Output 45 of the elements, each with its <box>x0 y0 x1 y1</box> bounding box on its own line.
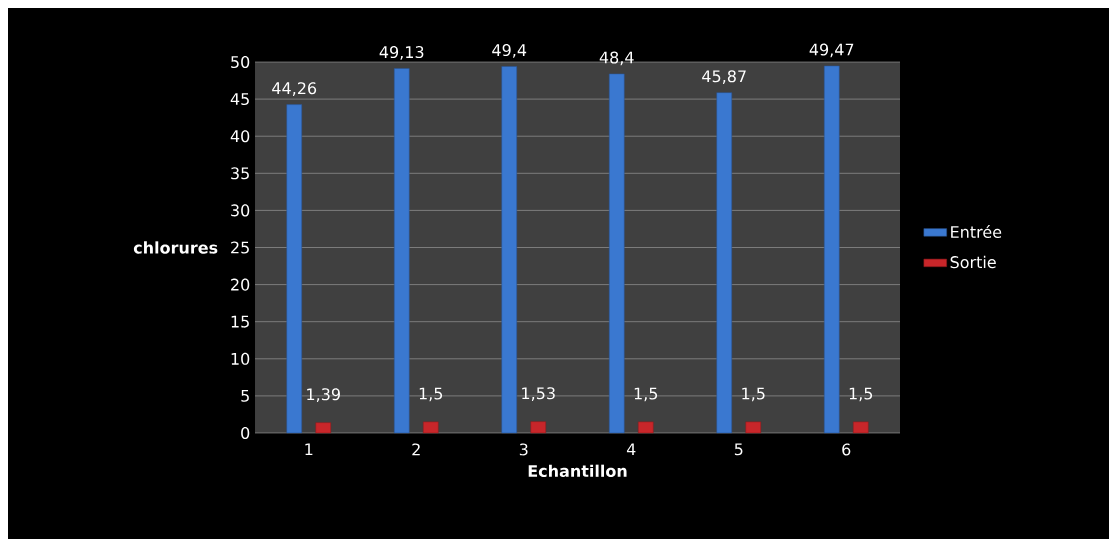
x-tick-label: 1 <box>305 443 313 456</box>
y-tick-label: 25 <box>231 241 249 254</box>
y-tick-label: 35 <box>231 167 249 180</box>
data-label: 49,47 <box>809 43 854 58</box>
bar <box>637 421 654 434</box>
data-label: 1,39 <box>307 388 340 402</box>
bar <box>422 421 439 434</box>
bar <box>286 104 303 434</box>
x-tick-label: 3 <box>519 443 528 456</box>
data-label: 45,87 <box>702 70 746 84</box>
bar <box>745 421 762 434</box>
bar <box>608 73 625 434</box>
bar <box>501 66 518 434</box>
bar <box>823 65 840 434</box>
y-tick-label: 50 <box>231 55 250 69</box>
bar <box>716 92 733 434</box>
x-tick-label: 4 <box>626 443 636 456</box>
x-tick-label: 6 <box>842 443 851 456</box>
y-tick-label: 15 <box>231 315 249 328</box>
y-tick-label: 0 <box>241 426 250 440</box>
data-label: 1,5 <box>849 387 873 402</box>
y-tick-label: 10 <box>231 352 250 365</box>
data-label: 44,26 <box>272 82 317 96</box>
bar <box>315 422 332 434</box>
y-tick-label: 40 <box>230 130 250 143</box>
data-label: 49,4 <box>492 44 527 58</box>
y-tick-label: 30 <box>231 204 250 217</box>
data-label: 48,4 <box>599 51 634 66</box>
y-tick-label: 45 <box>230 93 249 106</box>
bar <box>852 421 869 434</box>
y-axis-title: chlorures <box>133 241 218 254</box>
x-tick-label: 5 <box>734 443 743 456</box>
y-tick-label: 5 <box>241 389 249 402</box>
x-tick-label: 2 <box>412 443 420 456</box>
data-label: 49,13 <box>379 46 424 60</box>
data-label: 1,53 <box>522 387 555 401</box>
x-axis-title: Echantillon <box>528 464 627 478</box>
data-label: 1,5 <box>742 387 765 402</box>
bar <box>530 421 547 434</box>
legend-label: Sortie <box>950 255 996 269</box>
legend-label: Entrée <box>951 225 1002 239</box>
data-label: 1,5 <box>634 387 658 402</box>
bar <box>393 68 410 434</box>
data-label: 1,5 <box>419 387 443 402</box>
y-tick-label: 20 <box>231 278 250 291</box>
